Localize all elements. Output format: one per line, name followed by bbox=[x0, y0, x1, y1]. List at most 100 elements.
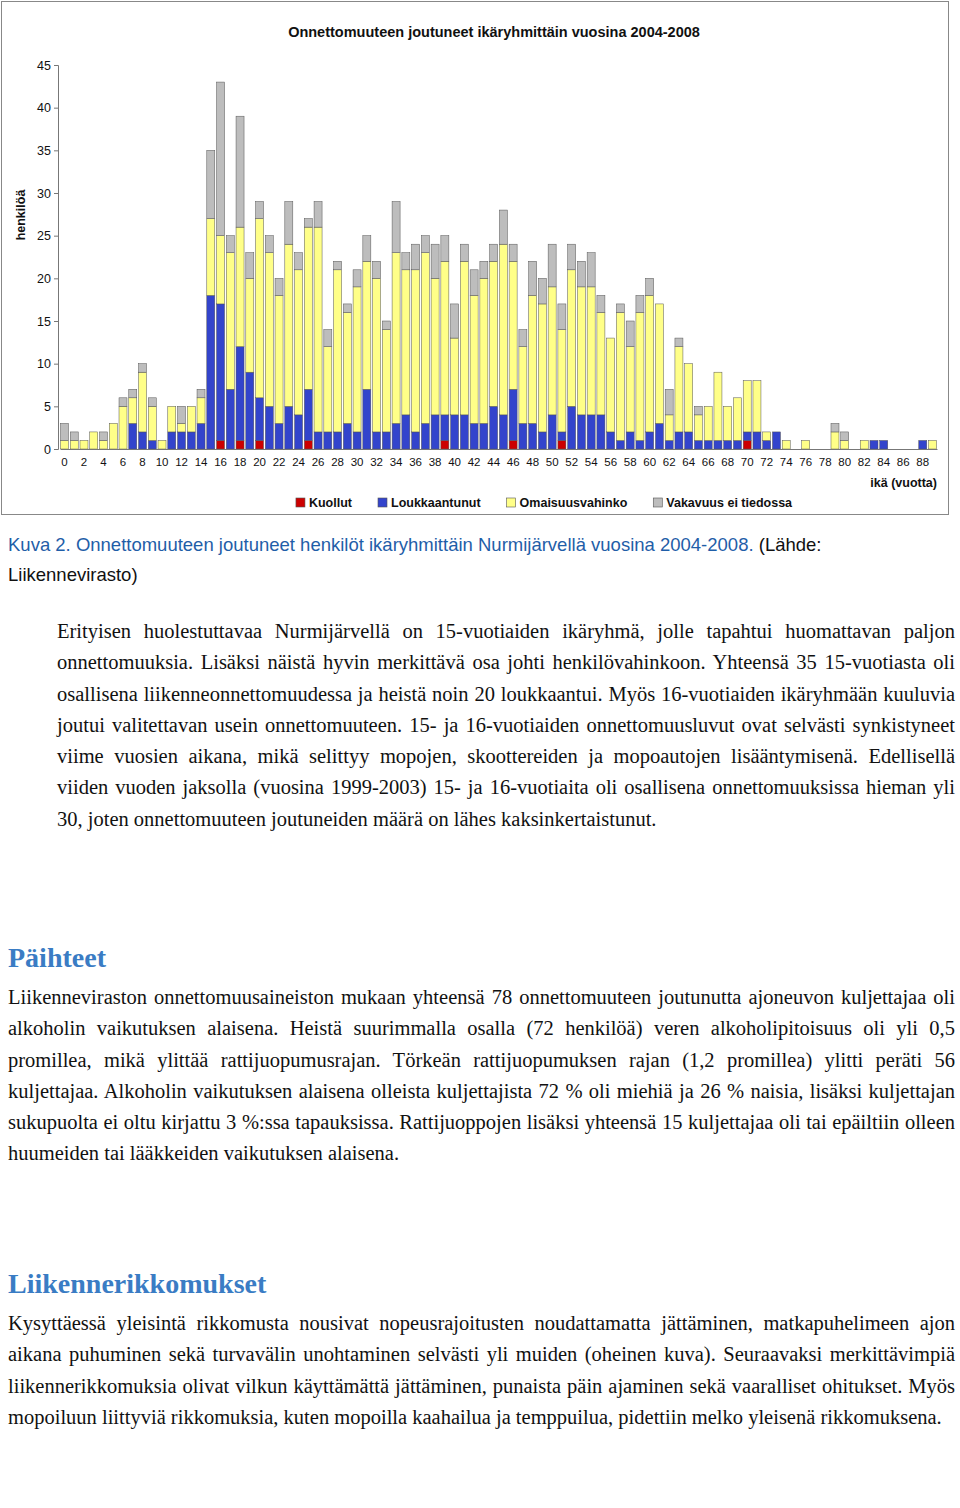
bar bbox=[548, 287, 556, 415]
tick: 10 bbox=[37, 357, 58, 371]
tick: 30 bbox=[37, 187, 58, 201]
bar bbox=[304, 219, 312, 228]
bar bbox=[685, 364, 693, 432]
bar bbox=[821, 449, 829, 450]
section-heading: Päihteet bbox=[8, 942, 106, 974]
tick-label: 84 bbox=[877, 456, 890, 468]
bar bbox=[217, 236, 225, 304]
bar bbox=[334, 261, 342, 270]
tick-label: 46 bbox=[507, 456, 520, 468]
tick-label: 64 bbox=[682, 456, 695, 468]
bar bbox=[295, 253, 303, 270]
bar bbox=[821, 449, 829, 450]
bar bbox=[899, 449, 907, 450]
tick: 82 bbox=[858, 456, 871, 468]
tick-label: 8 bbox=[139, 456, 145, 468]
bar bbox=[782, 440, 790, 441]
bar bbox=[304, 440, 312, 449]
tick-label: 22 bbox=[273, 456, 286, 468]
legend-item: Omaisuusvahinko bbox=[507, 496, 628, 510]
bar bbox=[841, 440, 849, 449]
bar bbox=[509, 261, 517, 389]
bar bbox=[724, 406, 732, 440]
bar bbox=[811, 449, 819, 450]
bar bbox=[577, 287, 585, 415]
legend-swatch bbox=[653, 498, 662, 507]
bar bbox=[850, 449, 858, 450]
bar bbox=[275, 295, 283, 423]
legend-swatch bbox=[378, 498, 387, 507]
bar bbox=[187, 406, 195, 432]
tick: 54 bbox=[585, 456, 598, 468]
bar bbox=[324, 432, 332, 449]
bar bbox=[568, 406, 576, 449]
tick: 18 bbox=[234, 456, 247, 468]
tick-label: 70 bbox=[741, 456, 754, 468]
tick-label: 2 bbox=[81, 456, 87, 468]
bar bbox=[694, 415, 702, 441]
bar bbox=[373, 261, 381, 278]
bar bbox=[334, 432, 342, 449]
bar bbox=[178, 406, 186, 423]
bar bbox=[285, 406, 293, 449]
tick: 25 bbox=[37, 229, 58, 243]
bar bbox=[363, 389, 371, 449]
bar bbox=[548, 415, 556, 449]
bar bbox=[441, 236, 449, 262]
chart-title: Onnettomuuteen joutuneet ikäryhmittäin v… bbox=[288, 24, 700, 40]
bar bbox=[80, 440, 88, 449]
tick: 8 bbox=[139, 456, 145, 468]
bar bbox=[90, 431, 98, 432]
bar bbox=[772, 431, 780, 432]
tick: 2 bbox=[81, 456, 87, 468]
bar bbox=[460, 261, 468, 415]
bar bbox=[421, 253, 429, 424]
bar bbox=[890, 449, 898, 450]
bar bbox=[441, 415, 449, 441]
bar bbox=[148, 406, 156, 440]
bar bbox=[100, 440, 108, 449]
bar bbox=[236, 227, 244, 346]
bar bbox=[538, 304, 546, 432]
legend-item: Kuollut bbox=[296, 496, 353, 510]
bar bbox=[451, 415, 459, 449]
tick: 10 bbox=[156, 456, 169, 468]
tick: 46 bbox=[507, 456, 520, 468]
bar bbox=[772, 431, 780, 432]
bar bbox=[480, 423, 488, 449]
tick-label: 54 bbox=[585, 456, 598, 468]
bar bbox=[919, 440, 927, 441]
tick-label: 16 bbox=[214, 456, 227, 468]
bar bbox=[275, 278, 283, 295]
bar bbox=[343, 312, 351, 423]
tick-label: 42 bbox=[468, 456, 481, 468]
tick: 6 bbox=[120, 456, 126, 468]
bar bbox=[236, 116, 244, 227]
bar bbox=[353, 432, 361, 449]
tick-label: 26 bbox=[312, 456, 325, 468]
bar bbox=[899, 449, 907, 450]
caption: Kuva 2. Onnettomuuteen joutuneet henkilö… bbox=[8, 530, 953, 590]
bar bbox=[148, 398, 156, 407]
bar bbox=[607, 338, 615, 339]
tick-label: 18 bbox=[234, 456, 247, 468]
bar bbox=[499, 415, 507, 449]
bar bbox=[753, 380, 761, 381]
bar bbox=[665, 415, 673, 441]
bar bbox=[909, 449, 917, 450]
tick-label: 0 bbox=[44, 443, 51, 457]
tick: 58 bbox=[624, 456, 637, 468]
axis-line bbox=[54, 66, 59, 450]
tick: 5 bbox=[44, 400, 58, 414]
bar bbox=[499, 244, 507, 415]
bar bbox=[890, 449, 898, 450]
tick-label: 80 bbox=[838, 456, 851, 468]
bar bbox=[139, 364, 147, 373]
legend-swatch bbox=[507, 498, 516, 507]
bar bbox=[275, 423, 283, 449]
tick-label: 74 bbox=[780, 456, 793, 468]
bar bbox=[655, 303, 663, 304]
bar bbox=[841, 432, 849, 441]
tick: 80 bbox=[838, 456, 851, 468]
tick-mark bbox=[54, 364, 58, 365]
